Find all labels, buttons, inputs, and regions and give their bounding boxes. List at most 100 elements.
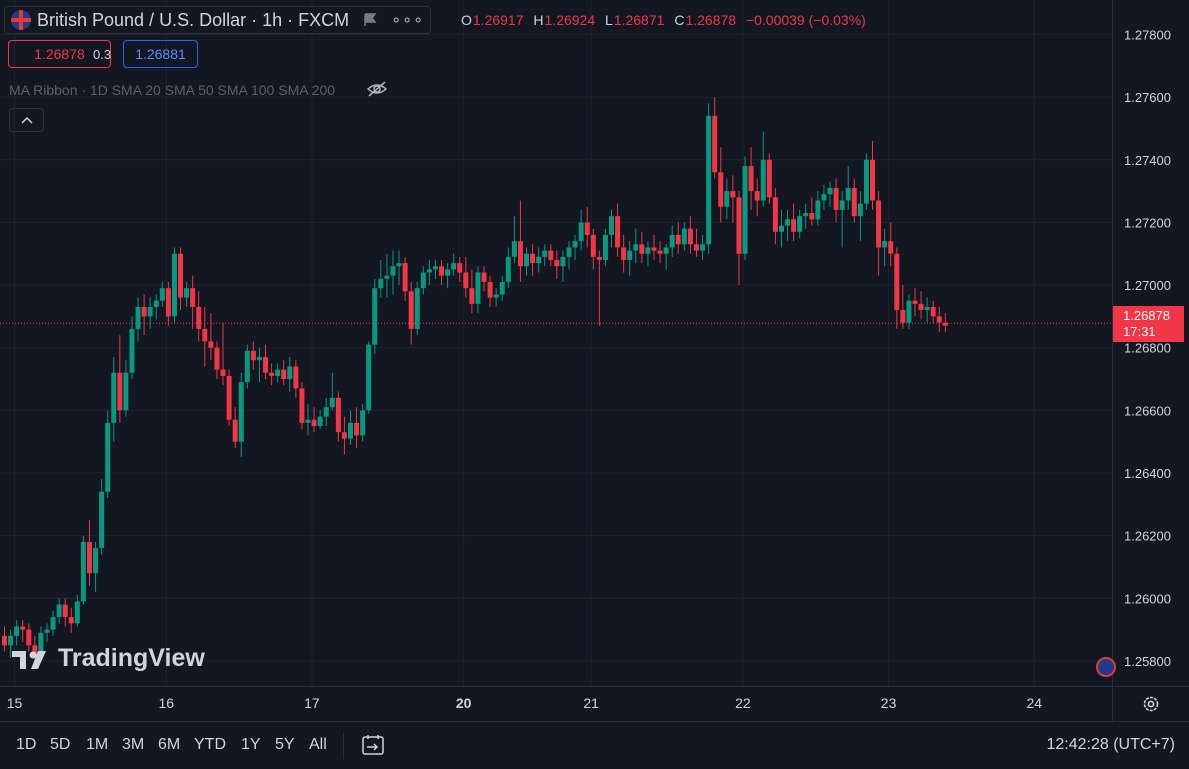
candle-body [511, 241, 517, 257]
y-tick-label: 1.25800 [1124, 654, 1171, 669]
settings-gear-icon[interactable] [1141, 694, 1161, 714]
candle-body [56, 604, 62, 618]
sell-price-button[interactable]: 1.26878 [8, 40, 111, 68]
candle-body [457, 263, 463, 273]
range-ytd-button[interactable]: YTD [194, 736, 226, 753]
candle-body [675, 234, 681, 245]
candle-body [876, 200, 882, 248]
candle-body [153, 300, 159, 307]
candle-body [44, 629, 50, 633]
candle-body [906, 300, 912, 323]
range-1m-button[interactable]: 1M [86, 736, 109, 753]
candle-body [785, 219, 791, 226]
symbol-title[interactable]: British Pound / U.S. Dollar · 1h · FXCM [37, 9, 350, 30]
low-value: 1.26871 [613, 12, 665, 28]
candle-body [244, 350, 250, 383]
hidden-eye-icon[interactable] [366, 80, 388, 98]
candle-body [111, 372, 117, 423]
candle-body [924, 306, 930, 311]
candle-body [105, 422, 111, 492]
x-tick-label: 15 [7, 695, 23, 711]
candle-body [609, 216, 614, 235]
tradingview-logo[interactable]: TradingView [12, 644, 205, 673]
currency-flag-icon[interactable] [1096, 657, 1116, 677]
y-tick-label: 1.26800 [1124, 341, 1171, 356]
timezone-clock[interactable]: 12:42:28 (UTC+7) [1046, 736, 1175, 753]
candle-body [232, 419, 238, 442]
candle-body [26, 629, 32, 646]
candle-body [524, 253, 530, 267]
range-1d-button[interactable]: 1D [16, 736, 37, 753]
candle-body [821, 194, 827, 201]
range-5d-button[interactable]: 5D [50, 736, 71, 753]
candle-body [481, 272, 487, 282]
candle-body [451, 263, 457, 270]
candle-body [135, 306, 141, 329]
candle-body [517, 241, 523, 267]
high-value: 1.26924 [544, 12, 596, 28]
candle-body [196, 306, 202, 329]
high-label: H [533, 12, 544, 28]
collapse-legend-button[interactable] [9, 108, 44, 132]
range-6m-button[interactable]: 6M [158, 736, 181, 753]
candle-body [256, 357, 262, 361]
candle-body [566, 247, 572, 257]
candle-body [918, 303, 924, 311]
candle-body [384, 275, 390, 279]
x-tick-label: 23 [881, 695, 897, 711]
y-tick-label: 1.26400 [1124, 466, 1171, 481]
symbol-header[interactable]: British Pound / U.S. Dollar · 1h · FXCM … [4, 6, 432, 34]
ohlc-legend: O1.26917 H1.26924 L1.26871 C1.26878 −0.0… [461, 12, 872, 28]
candle-body [226, 375, 232, 420]
candle-body [621, 247, 627, 260]
candle-body [341, 432, 347, 439]
chevron-up-icon [20, 116, 33, 124]
y-tick-label: 1.27400 [1124, 153, 1171, 168]
candle-body [639, 244, 645, 254]
candle-body [602, 234, 608, 260]
flag-marker-icon[interactable] [363, 13, 377, 27]
y-tick-label: 1.27600 [1124, 90, 1171, 105]
candle-body [499, 281, 505, 295]
y-tick-label: 1.27000 [1124, 278, 1171, 293]
candle-body [8, 635, 14, 646]
candle-body [833, 187, 839, 210]
candle-body [372, 288, 378, 345]
buy-price-button[interactable]: 1.26881 [123, 40, 198, 68]
candle-body [712, 115, 718, 173]
last-price-tag: 1.26878 17:31 [1113, 306, 1184, 342]
candle-body [323, 407, 329, 417]
candle-body [542, 250, 548, 257]
toolbar-divider [343, 733, 344, 759]
candle-body [68, 617, 74, 624]
range-5y-button[interactable]: 5Y [275, 736, 295, 753]
range-3m-button[interactable]: 3M [122, 736, 145, 753]
candle-body [815, 200, 821, 220]
candle-body [38, 632, 44, 655]
open-value: 1.26917 [472, 12, 524, 28]
candle-body [936, 316, 942, 323]
ma-ribbon-indicator-label[interactable]: MA Ribbon · 1D SMA 20 SMA 50 SMA 100 SMA… [9, 82, 336, 98]
candle-body [2, 635, 7, 646]
candle-body [942, 322, 948, 326]
candle-body [420, 272, 426, 289]
y-tick-label: 1.26600 [1124, 403, 1171, 418]
price-chart[interactable]: 1.27800 1.27600 1.27400 1.27200 1.27000 1.268… [0, 0, 1189, 721]
go-to-date-icon[interactable] [360, 732, 386, 758]
candle-body [208, 341, 214, 348]
candle-body [214, 347, 220, 370]
candle-body [857, 203, 863, 217]
candle-body [590, 234, 596, 257]
candle-body [505, 256, 511, 282]
x-tick-label: 20 [456, 695, 472, 711]
candle-body [615, 216, 621, 248]
candle-body [669, 234, 675, 248]
candle-body [360, 410, 366, 436]
candle-body [287, 366, 293, 380]
candle-body [129, 328, 135, 373]
more-options-icon[interactable]: ∘∘∘ [391, 12, 425, 29]
y-tick-label: 1.27800 [1124, 27, 1171, 42]
candle-body [724, 191, 730, 207]
range-1y-button[interactable]: 1Y [241, 736, 261, 753]
range-all-button[interactable]: All [309, 736, 327, 753]
